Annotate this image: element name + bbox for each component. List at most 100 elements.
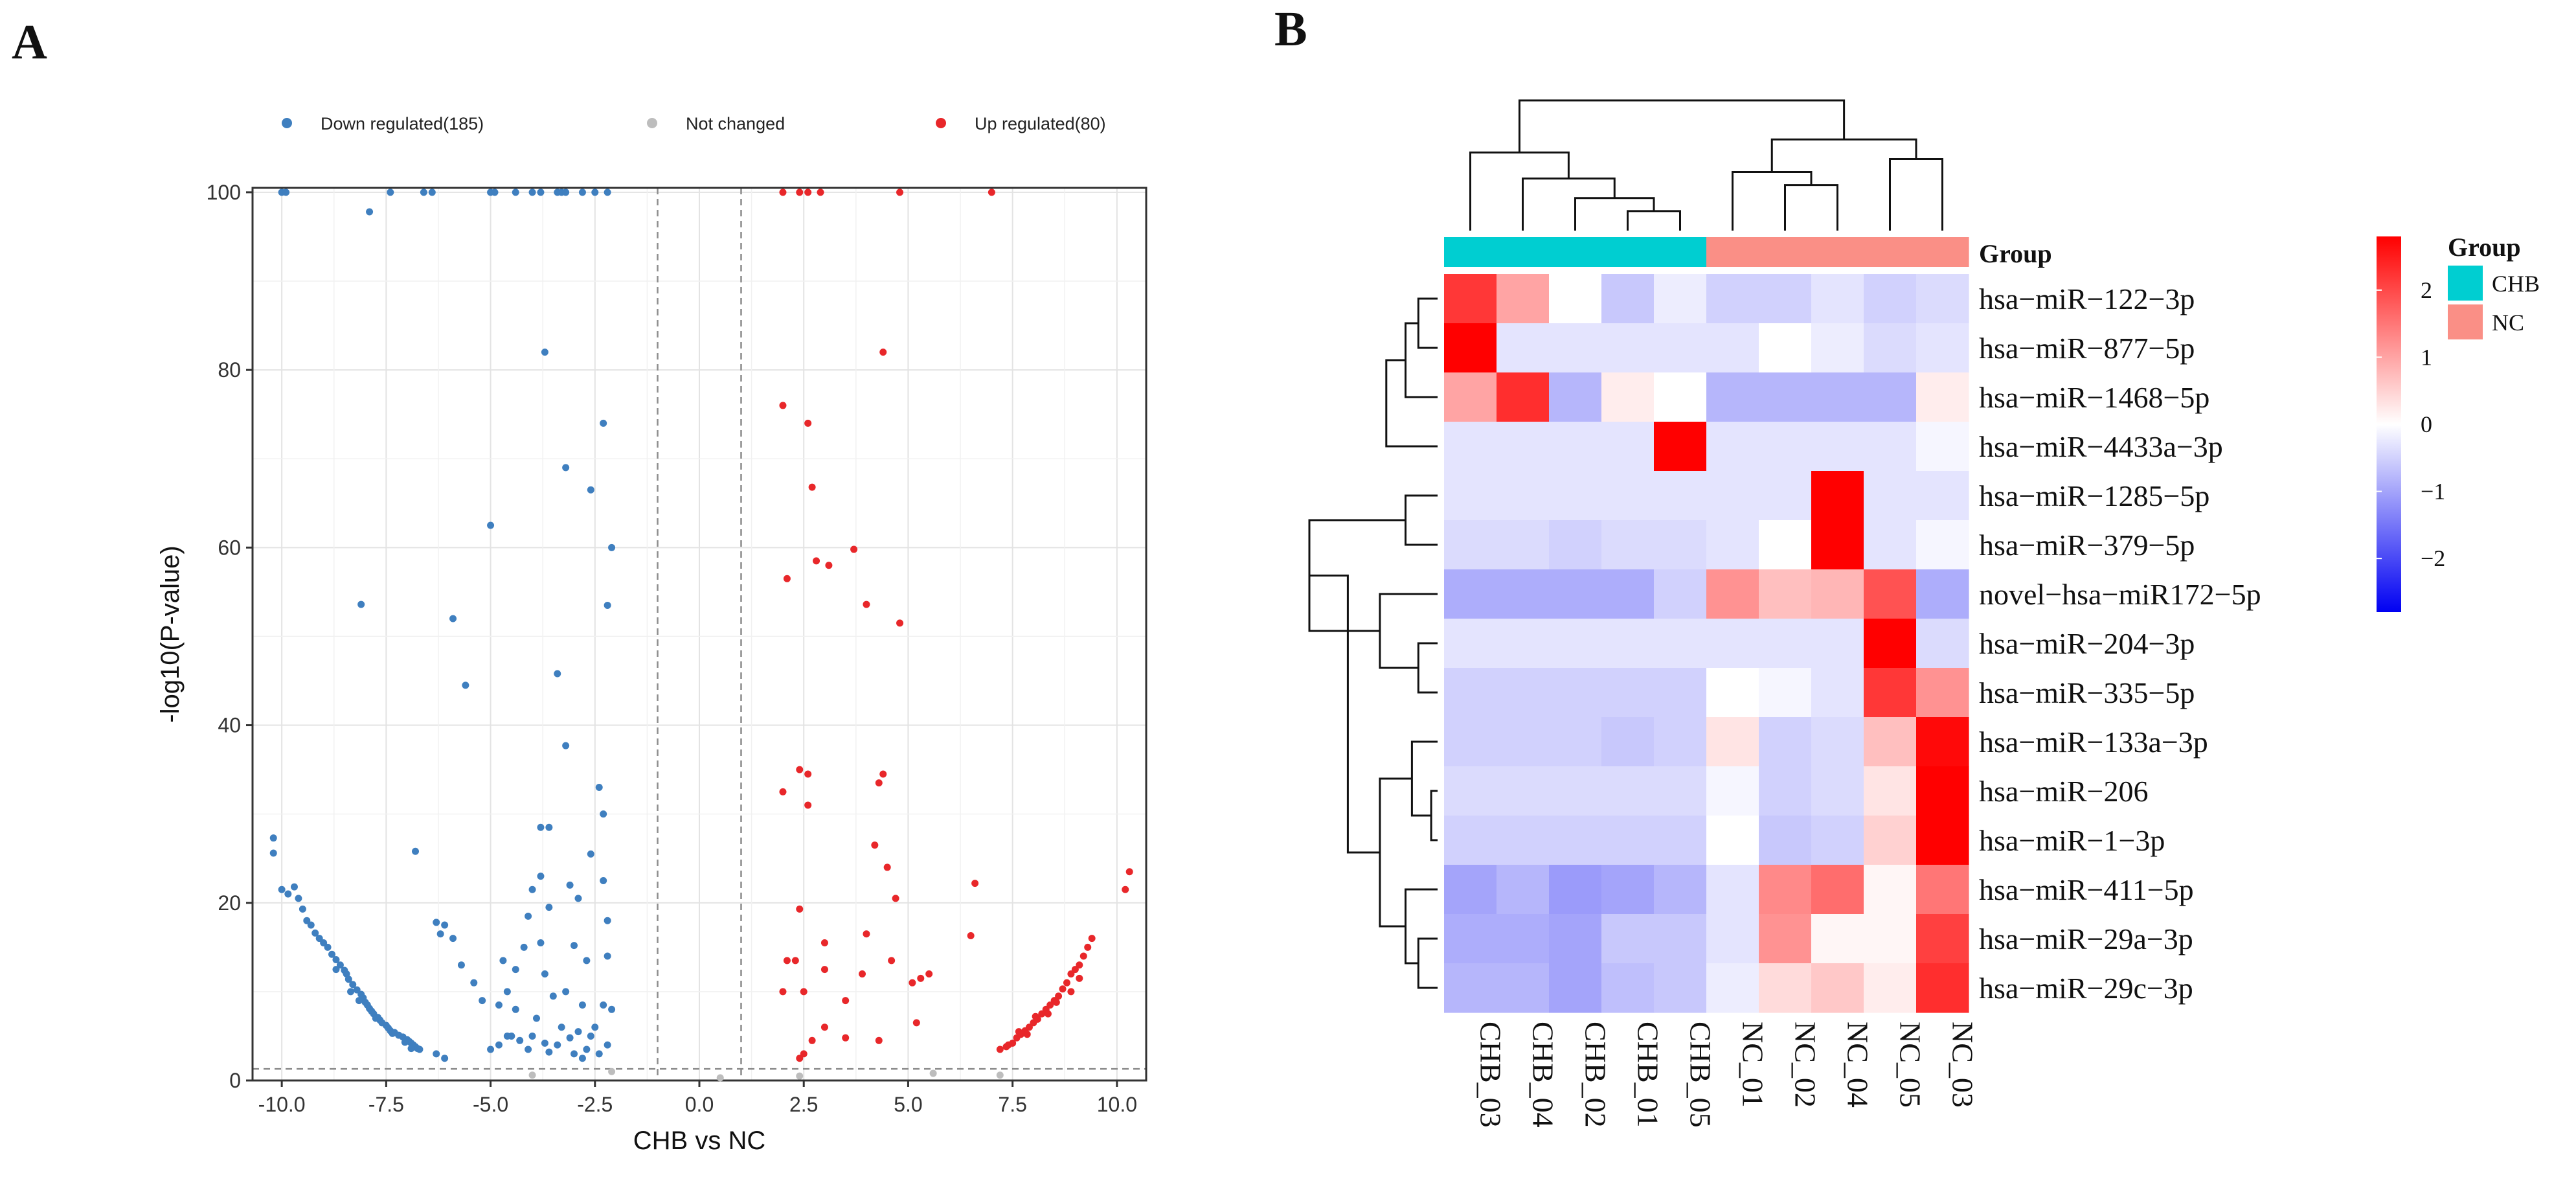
up-point: [863, 930, 870, 938]
heatmap-cell: [1444, 274, 1497, 324]
heatmap-cell: [1706, 471, 1759, 521]
group-annotation-cell: [1811, 237, 1864, 267]
heatmap-cell: [1864, 422, 1917, 472]
heatmap-cell: [1601, 668, 1655, 718]
not_changed-point: [929, 1069, 937, 1077]
up-point: [804, 189, 812, 196]
heatmap-cell: [1654, 274, 1707, 324]
down-point: [290, 883, 298, 891]
heatmap-cell: [1811, 717, 1864, 767]
up-point: [779, 189, 787, 196]
up-point: [796, 1055, 804, 1062]
heatmap-cell: [1497, 717, 1550, 767]
row-dendrogram-branch: [1385, 359, 1438, 448]
heatmap-cell: [1444, 520, 1497, 570]
heatmap-cell: [1706, 766, 1759, 816]
heatmap-cell: [1549, 323, 1602, 373]
not_changed-point: [608, 1068, 616, 1075]
up-point: [912, 1019, 920, 1027]
down-point: [554, 1041, 561, 1049]
up-point: [1067, 970, 1075, 977]
heatmap-cell: [1706, 274, 1759, 324]
down-point: [303, 917, 311, 924]
heatmap-cell: [1654, 766, 1707, 816]
row-label: novel−hsa−miR172−5p: [1979, 578, 2261, 611]
column-dendrogram-branch: [1469, 151, 1570, 231]
down-point: [311, 929, 319, 937]
heatmap-cell: [1759, 372, 1812, 422]
heatmap-cell: [1497, 668, 1550, 718]
heatmap-cell: [1549, 372, 1602, 422]
heatmap-cell: [1444, 914, 1497, 964]
row-dendrogram-branch: [1417, 642, 1438, 694]
group-legend-swatch: [2448, 266, 2483, 301]
heatmap-cell: [1601, 471, 1655, 521]
down-point: [512, 966, 519, 974]
heatmap-cell: [1811, 422, 1864, 472]
up-point: [779, 402, 787, 409]
heatmap-cell: [1864, 471, 1917, 521]
heatmap-cell: [1759, 520, 1812, 570]
heatmap-cell: [1549, 569, 1602, 619]
heatmap-cell: [1811, 274, 1864, 324]
up-point: [825, 562, 833, 569]
row-label: hsa−miR−206: [1979, 775, 2148, 808]
down-point: [545, 904, 553, 911]
heatmap-cell: [1864, 619, 1917, 668]
heatmap-cell: [1444, 766, 1497, 816]
column-label: NC_04: [1842, 1022, 1875, 1108]
down-point: [332, 956, 340, 964]
heatmap-cell: [1759, 766, 1812, 816]
group-legend-label: CHB: [2492, 271, 2540, 297]
heatmap-cell: [1444, 471, 1497, 521]
down-point: [357, 600, 365, 608]
row-dendrogram-branch: [1430, 790, 1438, 841]
column-dendrogram-branch: [1732, 171, 1813, 231]
down-point: [578, 1001, 586, 1009]
down-point: [541, 1039, 548, 1047]
heatmap-cell: [1811, 963, 1864, 1013]
y-tick-label: 100: [207, 181, 241, 204]
heatmap-cell: [1706, 816, 1759, 865]
heatmap-cell: [1444, 865, 1497, 915]
heatmap-cell: [1654, 569, 1707, 619]
row-label: hsa−miR−1−3p: [1979, 824, 2165, 857]
down-point: [278, 886, 286, 893]
up-point: [896, 189, 904, 196]
down-point: [600, 1001, 607, 1009]
down-point: [537, 823, 545, 831]
down-point: [583, 957, 591, 965]
heatmap-cell: [1497, 963, 1550, 1013]
up-point: [1059, 985, 1067, 993]
up-point: [909, 979, 916, 987]
up-point: [820, 1023, 828, 1031]
up-point: [1038, 1010, 1046, 1018]
down-point: [441, 1055, 449, 1062]
heatmap-cell: [1549, 766, 1602, 816]
heatmap-cell: [1601, 717, 1655, 767]
down-point: [525, 1046, 532, 1053]
x-tick-label: 10.0: [1097, 1093, 1137, 1116]
heatmap-cell: [1497, 914, 1550, 964]
column-label: NC_01: [1737, 1022, 1770, 1108]
heatmap-cell: [1864, 963, 1917, 1013]
up-point: [820, 939, 828, 946]
heatmap-cell: [1654, 520, 1707, 570]
column-dendrogram-branch: [1627, 210, 1681, 231]
down-point: [416, 1046, 424, 1053]
up-point: [971, 880, 979, 887]
up-point: [875, 779, 883, 787]
down-point: [299, 905, 306, 913]
heatmap-cell: [1864, 766, 1917, 816]
heatmap-cell: [1654, 668, 1707, 718]
heatmap-cell: [1444, 717, 1497, 767]
down-point: [520, 943, 528, 951]
heatmap-cell: [1916, 520, 1969, 570]
up-point: [804, 801, 812, 809]
x-tick-label: 7.5: [998, 1093, 1026, 1116]
down-point: [315, 935, 323, 943]
up-point: [1015, 1028, 1022, 1036]
column-label: CHB_03: [1474, 1022, 1508, 1128]
group-annotation-cell: [1444, 237, 1497, 267]
heatmap-cell: [1759, 963, 1812, 1013]
